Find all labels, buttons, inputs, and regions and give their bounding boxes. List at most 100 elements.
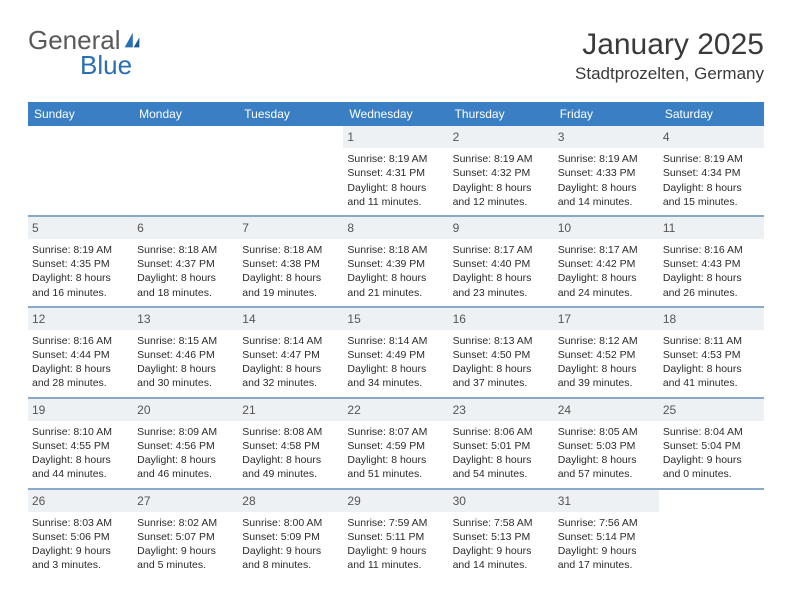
- weeks-container: 1Sunrise: 8:19 AMSunset: 4:31 PMDaylight…: [28, 126, 764, 578]
- sunrise-text: Sunrise: 8:08 AM: [242, 425, 339, 439]
- page-header: GeneralBlue January 2025 Stadtprozelten,…: [28, 28, 764, 84]
- calendar-cell: 18Sunrise: 8:11 AMSunset: 4:53 PMDayligh…: [659, 308, 764, 397]
- day-number: 9: [449, 217, 554, 239]
- calendar-week: 12Sunrise: 8:16 AMSunset: 4:44 PMDayligh…: [28, 306, 764, 397]
- sunrise-text: Sunrise: 8:16 AM: [663, 243, 760, 257]
- daylight-text: Daylight: 8 hours and 21 minutes.: [347, 271, 444, 299]
- day-number: 22: [343, 399, 448, 421]
- calendar-cell: 16Sunrise: 8:13 AMSunset: 4:50 PMDayligh…: [449, 308, 554, 397]
- sunrise-text: Sunrise: 8:14 AM: [347, 334, 444, 348]
- calendar-cell: 3Sunrise: 8:19 AMSunset: 4:33 PMDaylight…: [554, 126, 659, 215]
- sunset-text: Sunset: 4:59 PM: [347, 439, 444, 453]
- weekday-label: Saturday: [659, 102, 764, 126]
- calendar-cell: [659, 490, 764, 579]
- brand-logo: GeneralBlue: [28, 28, 142, 77]
- day-number: 8: [343, 217, 448, 239]
- sunrise-text: Sunrise: 8:10 AM: [32, 425, 129, 439]
- daylight-text: Daylight: 8 hours and 28 minutes.: [32, 362, 129, 390]
- sunrise-text: Sunrise: 8:17 AM: [453, 243, 550, 257]
- month-title: January 2025: [575, 28, 764, 62]
- day-number: 11: [659, 217, 764, 239]
- calendar-cell: 19Sunrise: 8:10 AMSunset: 4:55 PMDayligh…: [28, 399, 133, 488]
- weekday-label: Sunday: [28, 102, 133, 126]
- sunset-text: Sunset: 4:47 PM: [242, 348, 339, 362]
- calendar-week: 5Sunrise: 8:19 AMSunset: 4:35 PMDaylight…: [28, 215, 764, 306]
- calendar-cell: [238, 126, 343, 215]
- daylight-text: Daylight: 8 hours and 44 minutes.: [32, 453, 129, 481]
- daylight-text: Daylight: 8 hours and 54 minutes.: [453, 453, 550, 481]
- daylight-text: Daylight: 8 hours and 19 minutes.: [242, 271, 339, 299]
- sunset-text: Sunset: 4:31 PM: [347, 166, 444, 180]
- day-number: 2: [449, 126, 554, 148]
- daylight-text: Daylight: 8 hours and 16 minutes.: [32, 271, 129, 299]
- day-number: 31: [554, 490, 659, 512]
- sunset-text: Sunset: 4:53 PM: [663, 348, 760, 362]
- daylight-text: Daylight: 9 hours and 8 minutes.: [242, 544, 339, 572]
- calendar-cell: 17Sunrise: 8:12 AMSunset: 4:52 PMDayligh…: [554, 308, 659, 397]
- day-number: 28: [238, 490, 343, 512]
- sunrise-text: Sunrise: 8:18 AM: [242, 243, 339, 257]
- sunset-text: Sunset: 5:06 PM: [32, 530, 129, 544]
- daylight-text: Daylight: 8 hours and 41 minutes.: [663, 362, 760, 390]
- sunrise-text: Sunrise: 8:17 AM: [558, 243, 655, 257]
- daylight-text: Daylight: 8 hours and 46 minutes.: [137, 453, 234, 481]
- daylight-text: Daylight: 8 hours and 30 minutes.: [137, 362, 234, 390]
- day-number: 6: [133, 217, 238, 239]
- day-number: 5: [28, 217, 133, 239]
- sunrise-text: Sunrise: 7:58 AM: [453, 516, 550, 530]
- calendar-cell: 10Sunrise: 8:17 AMSunset: 4:42 PMDayligh…: [554, 217, 659, 306]
- weekday-label: Wednesday: [343, 102, 448, 126]
- daylight-text: Daylight: 8 hours and 18 minutes.: [137, 271, 234, 299]
- sunset-text: Sunset: 4:40 PM: [453, 257, 550, 271]
- sunrise-text: Sunrise: 8:16 AM: [32, 334, 129, 348]
- day-number: [659, 490, 764, 512]
- daylight-text: Daylight: 8 hours and 14 minutes.: [558, 181, 655, 209]
- weekday-label: Tuesday: [238, 102, 343, 126]
- sunrise-text: Sunrise: 8:06 AM: [453, 425, 550, 439]
- calendar-cell: 26Sunrise: 8:03 AMSunset: 5:06 PMDayligh…: [28, 490, 133, 579]
- calendar-cell: [133, 126, 238, 215]
- sunset-text: Sunset: 4:32 PM: [453, 166, 550, 180]
- calendar-cell: 29Sunrise: 7:59 AMSunset: 5:11 PMDayligh…: [343, 490, 448, 579]
- sunset-text: Sunset: 5:01 PM: [453, 439, 550, 453]
- sunrise-text: Sunrise: 7:59 AM: [347, 516, 444, 530]
- calendar-week: 26Sunrise: 8:03 AMSunset: 5:06 PMDayligh…: [28, 488, 764, 579]
- sunset-text: Sunset: 4:38 PM: [242, 257, 339, 271]
- day-number: 4: [659, 126, 764, 148]
- sunrise-text: Sunrise: 8:04 AM: [663, 425, 760, 439]
- daylight-text: Daylight: 9 hours and 0 minutes.: [663, 453, 760, 481]
- calendar-cell: 25Sunrise: 8:04 AMSunset: 5:04 PMDayligh…: [659, 399, 764, 488]
- day-number: 18: [659, 308, 764, 330]
- calendar-week: 19Sunrise: 8:10 AMSunset: 4:55 PMDayligh…: [28, 397, 764, 488]
- sunset-text: Sunset: 5:07 PM: [137, 530, 234, 544]
- daylight-text: Daylight: 9 hours and 5 minutes.: [137, 544, 234, 572]
- daylight-text: Daylight: 9 hours and 3 minutes.: [32, 544, 129, 572]
- sunrise-text: Sunrise: 8:19 AM: [663, 152, 760, 166]
- daylight-text: Daylight: 8 hours and 37 minutes.: [453, 362, 550, 390]
- day-number: 30: [449, 490, 554, 512]
- day-number: 14: [238, 308, 343, 330]
- daylight-text: Daylight: 8 hours and 11 minutes.: [347, 181, 444, 209]
- calendar-cell: 21Sunrise: 8:08 AMSunset: 4:58 PMDayligh…: [238, 399, 343, 488]
- sunset-text: Sunset: 5:13 PM: [453, 530, 550, 544]
- day-number: 1: [343, 126, 448, 148]
- calendar-cell: 23Sunrise: 8:06 AMSunset: 5:01 PMDayligh…: [449, 399, 554, 488]
- sunset-text: Sunset: 4:33 PM: [558, 166, 655, 180]
- calendar-cell: 7Sunrise: 8:18 AMSunset: 4:38 PMDaylight…: [238, 217, 343, 306]
- sunset-text: Sunset: 4:49 PM: [347, 348, 444, 362]
- day-number: 24: [554, 399, 659, 421]
- title-block: January 2025 Stadtprozelten, Germany: [575, 28, 764, 84]
- daylight-text: Daylight: 8 hours and 12 minutes.: [453, 181, 550, 209]
- sunset-text: Sunset: 4:34 PM: [663, 166, 760, 180]
- day-number: 10: [554, 217, 659, 239]
- day-number: 12: [28, 308, 133, 330]
- sunrise-text: Sunrise: 8:05 AM: [558, 425, 655, 439]
- calendar-cell: 31Sunrise: 7:56 AMSunset: 5:14 PMDayligh…: [554, 490, 659, 579]
- day-number: 3: [554, 126, 659, 148]
- sunset-text: Sunset: 5:11 PM: [347, 530, 444, 544]
- daylight-text: Daylight: 8 hours and 32 minutes.: [242, 362, 339, 390]
- calendar-cell: 20Sunrise: 8:09 AMSunset: 4:56 PMDayligh…: [133, 399, 238, 488]
- day-number: 21: [238, 399, 343, 421]
- sunrise-text: Sunrise: 8:12 AM: [558, 334, 655, 348]
- sunset-text: Sunset: 4:56 PM: [137, 439, 234, 453]
